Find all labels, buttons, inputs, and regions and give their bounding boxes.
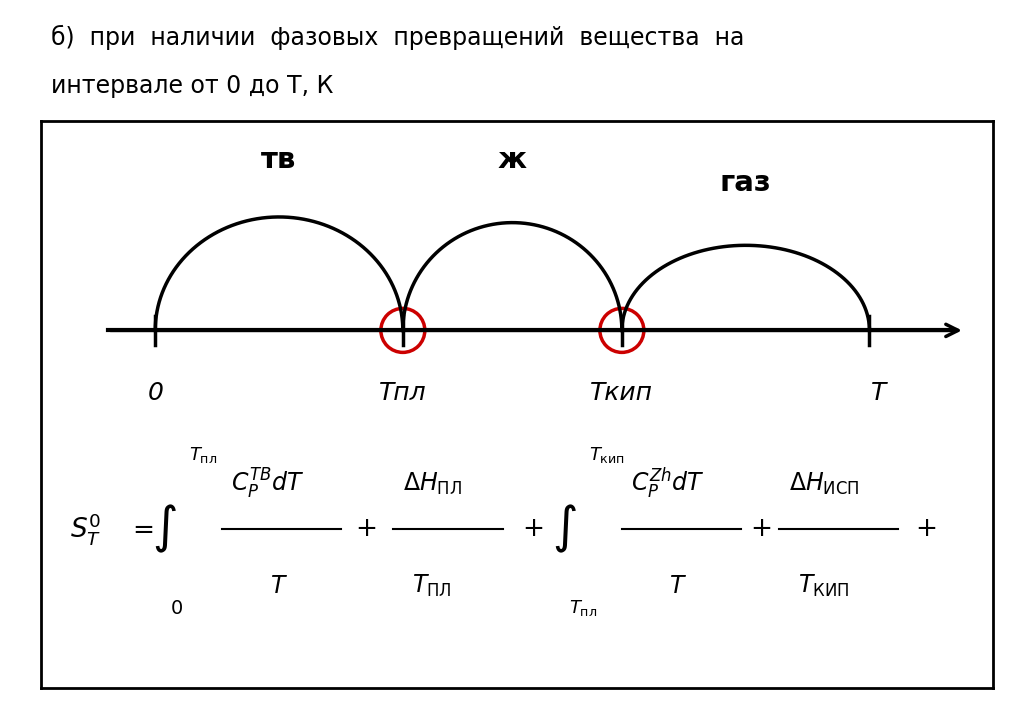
- Text: $0$: $0$: [170, 599, 182, 618]
- Text: $T$: $T$: [670, 574, 687, 598]
- Text: Т: Т: [871, 381, 887, 406]
- Text: $=$: $=$: [127, 516, 153, 542]
- Text: $+$: $+$: [915, 516, 936, 542]
- Text: $T_{\mathsf{пл}}$: $T_{\mathsf{пл}}$: [188, 445, 217, 465]
- Text: тв: тв: [261, 146, 297, 174]
- Text: $T_{\mathsf{кип}}$: $T_{\mathsf{кип}}$: [589, 445, 625, 465]
- Text: $C_P^{Zh}dT$: $C_P^{Zh}dT$: [632, 466, 706, 501]
- Text: $+$: $+$: [751, 516, 772, 542]
- Text: ж: ж: [498, 146, 527, 174]
- Text: $S^0_T$: $S^0_T$: [70, 511, 100, 547]
- Text: $+$: $+$: [355, 516, 377, 542]
- Text: $\Delta H_{\mathsf{ПЛ}}$: $\Delta H_{\mathsf{ПЛ}}$: [402, 471, 462, 496]
- Text: $C_P^{TB}dT$: $C_P^{TB}dT$: [231, 467, 305, 501]
- Text: $\int$: $\int$: [552, 503, 578, 555]
- Text: газ: газ: [720, 169, 771, 197]
- Text: б)  при  наличии  фазовых  превращений  вещества  на: б) при наличии фазовых превращений вещес…: [51, 25, 744, 50]
- Text: $T$: $T$: [269, 574, 288, 598]
- Text: 0: 0: [147, 381, 163, 406]
- Text: Тпл: Тпл: [379, 381, 427, 406]
- Text: $T_{\mathsf{ПЛ}}$: $T_{\mathsf{ПЛ}}$: [413, 573, 452, 598]
- Text: $\Delta H_{\mathsf{ИСП}}$: $\Delta H_{\mathsf{ИСП}}$: [788, 471, 859, 496]
- Text: $T_{\mathsf{пл}}$: $T_{\mathsf{пл}}$: [569, 598, 598, 618]
- Text: $T_{\mathsf{КИП}}$: $T_{\mathsf{КИП}}$: [798, 573, 849, 598]
- Text: $+$: $+$: [522, 516, 543, 542]
- Text: Ткип: Ткип: [591, 381, 653, 406]
- Text: $\int$: $\int$: [153, 503, 177, 555]
- Text: интервале от 0 до Т, К: интервале от 0 до Т, К: [51, 74, 334, 99]
